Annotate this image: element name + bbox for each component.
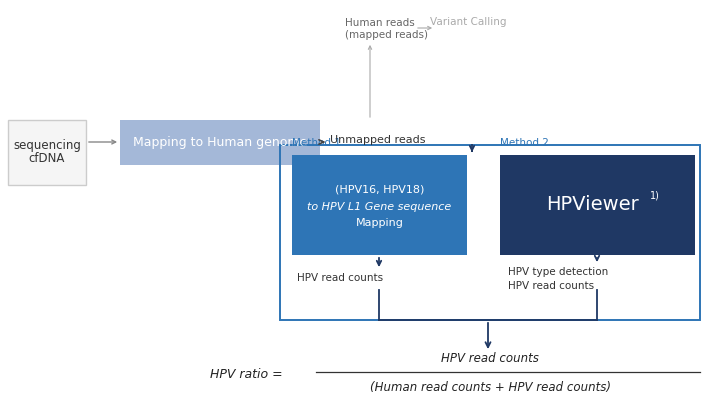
Bar — [292, 155, 467, 255]
Text: sequencing: sequencing — [13, 140, 81, 153]
Text: Variant Calling: Variant Calling — [430, 17, 507, 27]
Bar — [500, 155, 695, 255]
Text: HPV read counts: HPV read counts — [297, 273, 383, 283]
Text: (Human read counts + HPV read counts): (Human read counts + HPV read counts) — [369, 381, 611, 395]
Text: Method 1: Method 1 — [292, 138, 341, 148]
Text: to HPV L1 Gene sequence: to HPV L1 Gene sequence — [308, 202, 451, 212]
Text: HPV ratio =: HPV ratio = — [210, 368, 286, 381]
Text: HPViewer: HPViewer — [546, 195, 639, 215]
Bar — [280, 145, 700, 320]
Bar — [8, 120, 86, 185]
Text: HPV read counts: HPV read counts — [508, 281, 594, 291]
Text: Method 2: Method 2 — [500, 138, 549, 148]
Text: Human reads
(mapped reads): Human reads (mapped reads) — [345, 18, 428, 40]
Text: 1): 1) — [649, 190, 659, 200]
Bar — [120, 120, 320, 165]
Text: HPV type detection: HPV type detection — [508, 267, 608, 277]
Text: Mapping to Human genome: Mapping to Human genome — [133, 136, 307, 149]
Text: cfDNA: cfDNA — [29, 153, 65, 166]
Text: (HPV16, HPV18): (HPV16, HPV18) — [335, 184, 424, 194]
Text: HPV read counts: HPV read counts — [441, 352, 539, 364]
Text: Unmapped reads: Unmapped reads — [330, 135, 425, 145]
Text: Mapping: Mapping — [356, 218, 403, 228]
